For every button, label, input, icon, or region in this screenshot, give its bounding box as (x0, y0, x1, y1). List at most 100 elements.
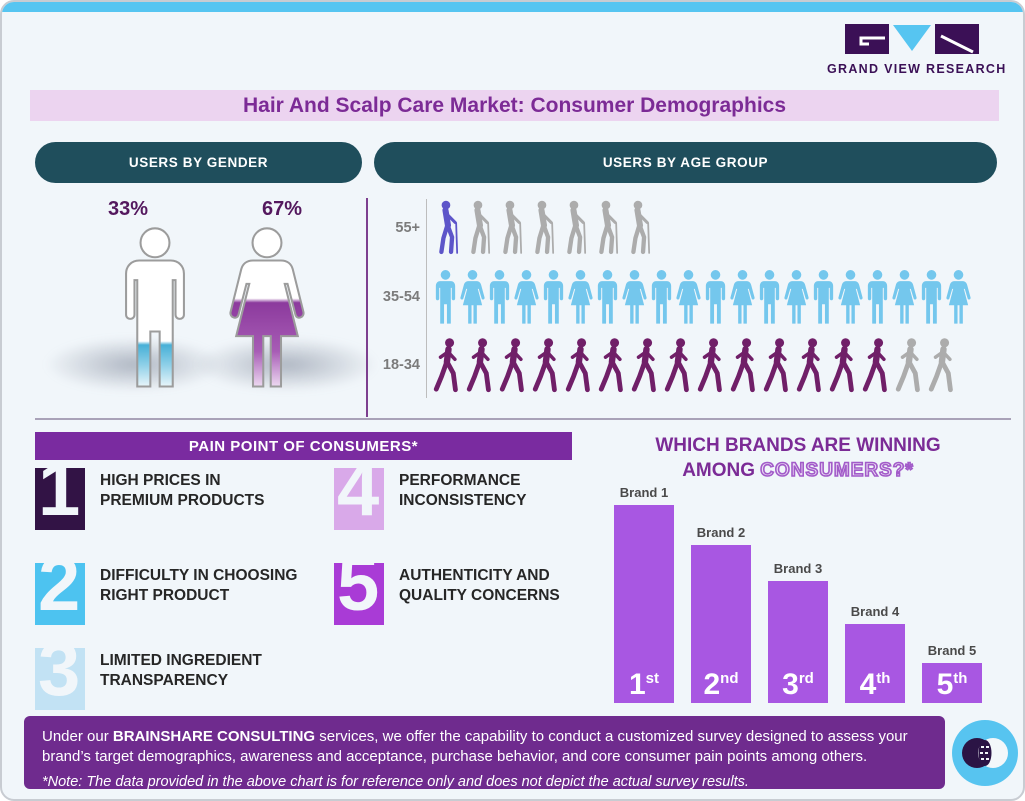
person-man-icon (867, 270, 888, 324)
figure-shadow (194, 337, 379, 392)
person-walk-icon (729, 338, 762, 394)
bar-rect: 1st (614, 505, 674, 703)
pain-item-4: 4 PERFORMANCE INCONSISTENCY (334, 468, 526, 530)
number-2-icon: 2 (35, 563, 85, 625)
male-figure-icon (125, 227, 185, 388)
person-man-icon (543, 270, 564, 324)
bar-rect: 2nd (691, 545, 751, 703)
gvr-logo-icon (845, 24, 979, 54)
person-cane-icon (624, 200, 656, 257)
person-cane-icon (496, 200, 528, 257)
person-walk-icon (795, 338, 828, 394)
pain-text: PERFORMANCE INCONSISTENCY (399, 472, 527, 510)
person-cane-icon (528, 200, 560, 257)
pain-item-3: 3 LIMITED INGREDIENT TRANSPARENCY (35, 648, 262, 710)
pain-points-header: PAIN POINT OF CONSUMERS* (35, 432, 572, 460)
bar-column-1: Brand 1 1st (614, 485, 674, 703)
person-man-icon (759, 270, 780, 324)
number-3-icon: 3 (35, 648, 85, 710)
bar-label: Brand 1 (619, 485, 669, 500)
person-walk-icon (927, 338, 960, 394)
person-walk-icon (696, 338, 729, 394)
number-4-icon: 4 (334, 468, 384, 530)
age-label: 55+ (395, 220, 420, 236)
age-label: 35-54 (382, 289, 420, 305)
bar-rect: 3rd (768, 581, 828, 703)
users-by-gender-header: USERS BY GENDER (35, 142, 362, 183)
pain-text: AUTHENTICITY AND QUALITY CONCERNS (399, 567, 560, 605)
person-man-icon (651, 270, 672, 324)
section-divider-horizontal (35, 418, 1011, 420)
section-divider-vertical (366, 198, 368, 417)
bar-column-4: Brand 4 4th (845, 604, 905, 703)
grand-view-research-logo: GRAND VIEW RESEARCH (827, 24, 1007, 76)
female-percentage: 67% (261, 198, 303, 220)
female-figure-icon (229, 227, 305, 388)
number-1-icon: 1 (35, 468, 85, 530)
person-walk-icon (432, 338, 465, 394)
person-man-icon (813, 270, 834, 324)
users-by-age-header: USERS BY AGE GROUP (374, 142, 997, 183)
age-row-35-54: 35-54 (374, 263, 972, 331)
rank-label: 1st (628, 668, 660, 701)
brainshare-venn-icon (952, 720, 1018, 786)
person-cane-icon (464, 200, 496, 257)
footer-note: *Note: The data provided in the above ch… (42, 773, 749, 790)
person-man-icon (435, 270, 456, 324)
person-walk-icon (465, 338, 498, 394)
person-walk-icon (762, 338, 795, 394)
person-woman-icon (622, 270, 647, 324)
rank-label: 4th (859, 668, 891, 701)
logo-text: GRAND VIEW RESEARCH (827, 62, 1007, 76)
person-walk-icon (564, 338, 597, 394)
age-row-18-34: 18-34 (374, 335, 960, 394)
pain-text: HIGH PRICES IN PREMIUM PRODUCTS (100, 472, 265, 510)
bar-column-2: Brand 2 2nd (691, 525, 751, 703)
person-cane-icon (560, 200, 592, 257)
age-row-55plus: 55+ (374, 199, 656, 257)
person-woman-icon (838, 270, 863, 324)
person-woman-icon (460, 270, 485, 324)
number-5-icon: 5 (334, 563, 384, 625)
pain-item-5: 5 AUTHENTICITY AND QUALITY CONCERNS (334, 563, 560, 625)
pain-text: LIMITED INGREDIENT TRANSPARENCY (100, 652, 262, 690)
person-woman-icon (784, 270, 809, 324)
bar-label: Brand 3 (773, 561, 823, 576)
person-woman-icon (676, 270, 701, 324)
footer-banner: Under our BRAINSHARE CONSULTING services… (24, 716, 945, 790)
top-accent-strip (2, 2, 1023, 12)
male-percentage: 33% (107, 198, 149, 220)
pain-item-2: 2 DIFFICULTY IN CHOOSING RIGHT PRODUCT (35, 563, 297, 625)
person-woman-icon (568, 270, 593, 324)
person-woman-icon (946, 270, 971, 324)
rank-label: 5th (936, 668, 968, 701)
person-woman-icon (892, 270, 917, 324)
age-row-figures (432, 200, 656, 257)
age-label: 18-34 (382, 356, 420, 373)
outlined-text: CONSUMERS?* (759, 459, 914, 482)
person-man-icon (705, 270, 726, 324)
bar-label: Brand 5 (927, 643, 977, 658)
bar-column-5: Brand 5 5th (922, 643, 982, 703)
person-walk-icon (828, 338, 861, 394)
footer-text: Under our BRAINSHARE CONSULTING services… (42, 728, 908, 766)
pain-item-1: 1 HIGH PRICES IN PREMIUM PRODUCTS (35, 468, 264, 530)
age-row-figures (432, 266, 972, 331)
page-title: Hair And Scalp Care Market: Consumer Dem… (30, 90, 999, 121)
bar-label: Brand 4 (850, 604, 900, 619)
person-walk-icon (498, 338, 531, 394)
age-chart-axis (426, 199, 427, 398)
person-man-icon (489, 270, 510, 324)
person-walk-icon (861, 338, 894, 394)
person-cane-icon (592, 200, 624, 257)
age-row-figures (432, 338, 960, 394)
person-woman-icon (514, 270, 539, 324)
person-walk-icon (894, 338, 927, 394)
person-woman-icon (730, 270, 755, 324)
pain-text: DIFFICULTY IN CHOOSING RIGHT PRODUCT (100, 567, 298, 605)
person-walk-icon (597, 338, 630, 394)
person-walk-icon (663, 338, 696, 394)
rank-label: 2nd (703, 668, 739, 701)
rank-label: 3rd (782, 668, 814, 701)
